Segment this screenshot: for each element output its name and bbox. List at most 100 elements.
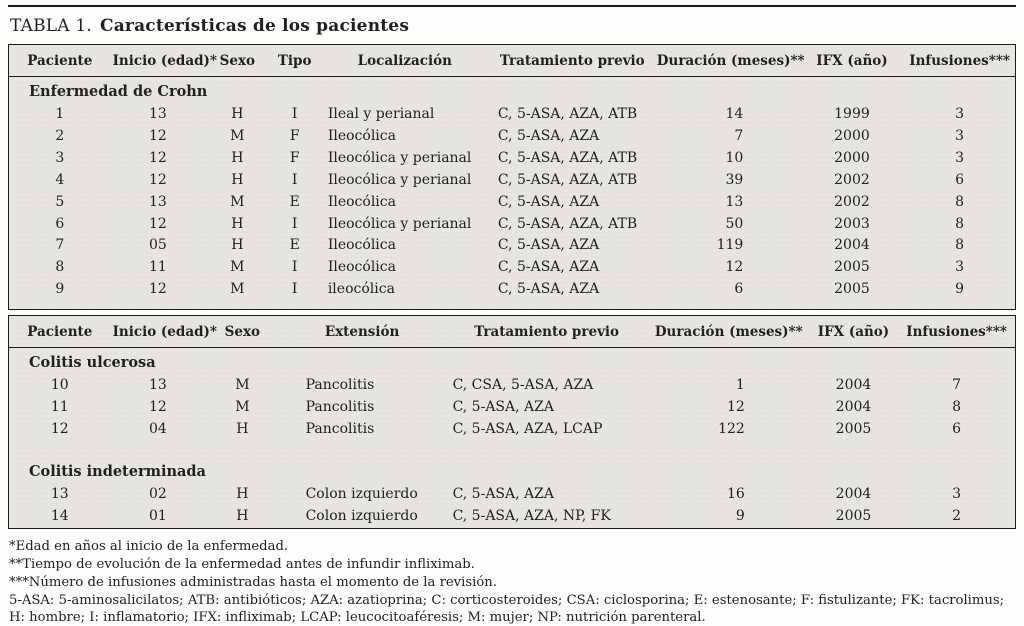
table-cell: I xyxy=(291,259,298,276)
table-cell: 14 xyxy=(725,106,744,123)
table-row: 14 01 H Colon izquierdo C, 5-ASA, AZA, NP, F… xyxy=(9,506,1015,528)
table-cell: 04 xyxy=(148,420,167,437)
table-cell: Pancolitis xyxy=(305,377,375,394)
table-cell: F xyxy=(289,127,300,144)
table-cell: C, 5-ASA, AZA, ATB xyxy=(497,171,638,188)
footnote-infusions: ***Número de infusiones administradas ha… xyxy=(9,574,497,590)
table-cell: 2 xyxy=(952,508,962,525)
table-cell: 50 xyxy=(725,215,744,232)
table-cell: 12 xyxy=(148,149,167,166)
table-cell: Ileocólica y perianal xyxy=(327,215,472,232)
footnote-abbreviations: 5-ASA: 5-aminosalicilatos; ATB: antibiót… xyxy=(9,593,1005,626)
table-cell: 9 xyxy=(735,508,745,525)
table-cell: H xyxy=(236,486,249,503)
column-header: Inicio (edad)* xyxy=(110,45,217,77)
column-header: Sexo xyxy=(205,45,270,77)
table-cell: C, 5-ASA, AZA, ATB xyxy=(497,106,638,123)
table-row: 4 12 H I Ileocólica y perianal C, 5-ASA, AZA,… xyxy=(9,169,1015,191)
table-cell: 02 xyxy=(148,486,167,503)
column-header: Duración (meses)** xyxy=(648,316,809,349)
table-cell: H xyxy=(231,215,244,232)
column-header: IFX (año) xyxy=(799,45,905,77)
table-cell: 13 xyxy=(148,377,167,394)
table-cell: H xyxy=(231,237,244,254)
section-label: Colitis indeterminada xyxy=(29,463,206,481)
table-cell: C, CSA, 5-ASA, AZA xyxy=(452,377,594,394)
column-header: Localización xyxy=(319,45,490,77)
table-cell: 1 xyxy=(735,377,745,394)
crohn-table-header: Paciente Inicio (edad)* Sexo Tipo Localizaci… xyxy=(9,45,1015,77)
crohn-table-body: Enfermedad de Crohn 1 13 H I Ileal y perianal… xyxy=(9,77,1015,310)
table-cell: H xyxy=(231,149,244,166)
table-row: 12 04 H Pancolitis C, 5-ASA, AZA, LCAP 122 200… xyxy=(9,418,1015,440)
table-cell: M xyxy=(230,127,245,144)
table-cell: 7 xyxy=(734,127,744,144)
table-cell: 6 xyxy=(734,281,744,298)
table-row: 7 05 H E Ileocólica C, 5-ASA, AZA 119 2004 8 xyxy=(9,235,1015,257)
table-cell: 2004 xyxy=(835,399,872,416)
table-cell: ileocólica xyxy=(327,281,395,298)
table-row: 8 11 M I Ileocólica C, 5-ASA, AZA 12 2005 3 xyxy=(9,257,1015,279)
table-cell: 4 xyxy=(55,171,65,188)
table-cell: 11 xyxy=(50,399,69,416)
table-cell: C, 5-ASA, AZA xyxy=(497,259,600,276)
table-cell: 3 xyxy=(952,486,962,503)
column-header: IFX (año) xyxy=(808,316,899,349)
table-cell: 2005 xyxy=(834,281,870,298)
table-cell: 1999 xyxy=(834,106,870,123)
table-cell: 13 xyxy=(148,193,167,210)
table-cell: 8 xyxy=(955,237,965,254)
table-cell: 2004 xyxy=(835,486,872,503)
table-cell: M xyxy=(235,377,250,394)
table-row: 11 12 M Pancolitis C, 5-ASA, AZA 12 2004 8 xyxy=(9,397,1015,419)
section-header-row: Colitis ulcerosa xyxy=(9,348,1015,375)
table-cell: E xyxy=(289,193,300,210)
table-cell: 2000 xyxy=(834,127,870,144)
table-cell: Colon izquierdo xyxy=(305,508,418,525)
table-cell: Ileal y perianal xyxy=(327,106,435,123)
table-cell: 6 xyxy=(952,420,962,437)
table-cell: H xyxy=(231,106,244,123)
table-cell: 2005 xyxy=(835,508,872,525)
table-cell: 3 xyxy=(955,149,965,166)
table-cell: H xyxy=(236,420,249,437)
table-cell: C, 5-ASA, AZA xyxy=(452,399,554,416)
table-cell: Ileocólica xyxy=(327,237,396,254)
table-cell: I xyxy=(291,281,298,298)
table-cell: Ileocólica xyxy=(327,193,396,210)
table-cell: C, 5-ASA, AZA xyxy=(497,193,600,210)
column-header: Infusiones*** xyxy=(904,45,1015,77)
table-title-prefix: TABLA 1. xyxy=(10,16,92,36)
header-row: Paciente Inicio (edad)* Sexo Extensión Trata… xyxy=(9,316,1015,349)
table-cell: C, 5-ASA, AZA xyxy=(452,486,554,503)
colitis-table-header: Paciente Inicio (edad)* Sexo Extensión Trata… xyxy=(9,316,1015,349)
table-row: 3 12 H F Ileocólica y perianal C, 5-ASA, AZA,… xyxy=(9,147,1015,169)
table-cell: M xyxy=(230,259,245,276)
table-cell: 12 xyxy=(148,399,167,416)
table-title-text: Características de los pacientes xyxy=(99,16,410,36)
table-cell: 12 xyxy=(725,259,744,276)
table-cell: Pancolitis xyxy=(305,420,375,437)
table-cell: C, 5-ASA, AZA, ATB xyxy=(497,215,638,232)
column-header: Infusiones*** xyxy=(898,316,1015,349)
table-cell: 3 xyxy=(955,127,965,144)
column-header: Paciente xyxy=(9,316,111,349)
table-cell: 12 xyxy=(727,399,745,416)
table-cell: H xyxy=(231,171,244,188)
table-cell: 10 xyxy=(50,377,69,394)
section-header-row: Colitis indeterminada xyxy=(9,457,1015,484)
table-cell: 8 xyxy=(955,193,965,210)
table-cell: C, 5-ASA, AZA, LCAP xyxy=(452,420,603,437)
table-cell: 10 xyxy=(725,149,744,166)
crohn-table-box: Paciente Inicio (edad)* Sexo Tipo Localizaci… xyxy=(8,44,1016,311)
table-cell: Ileocólica xyxy=(327,127,396,144)
column-header: Tipo xyxy=(269,45,320,77)
section-header-row: Enfermedad de Crohn xyxy=(9,77,1015,104)
table-cell: M xyxy=(230,281,245,298)
table-cell: Ileocólica y perianal xyxy=(327,149,472,166)
table-row: 13 02 H Colon izquierdo C, 5-ASA, AZA 16 2004 3 xyxy=(9,484,1015,506)
table-cell: E xyxy=(289,237,300,254)
table-cell: 12 xyxy=(148,215,167,232)
table-cell: 16 xyxy=(727,486,745,503)
